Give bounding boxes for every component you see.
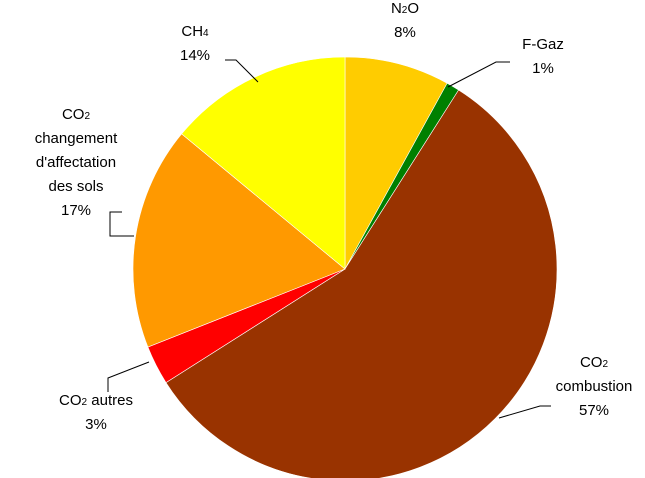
leader-line-co2sols bbox=[109, 211, 134, 237]
slice-name-co2autres: CO2 autres bbox=[59, 392, 133, 409]
leader-lines bbox=[107, 59, 551, 419]
leader-line-fgaz bbox=[447, 61, 510, 88]
slice-percent-co2comb: 57% bbox=[579, 402, 609, 419]
slice-percent-fgaz: 1% bbox=[532, 60, 554, 77]
slice-label-co2autres: CO2 autres 3% bbox=[59, 392, 133, 433]
slice-label-co2sols: CO2 changement d'affectation des sols 17% bbox=[35, 106, 118, 219]
slice-percent-co2sols: 17% bbox=[61, 202, 91, 219]
leader-line-co2comb bbox=[498, 405, 551, 419]
slice-percent-co2autres: 3% bbox=[85, 416, 107, 433]
leader-line-ch4 bbox=[225, 59, 259, 83]
slice-name-co2comb: combustion bbox=[556, 378, 633, 395]
pie-slices bbox=[132, 56, 558, 478]
slice-name-fgaz: F-Gaz bbox=[522, 36, 564, 53]
slice-name-co2sols: d'affectation bbox=[36, 154, 116, 171]
slice-percent-ch4: 14% bbox=[180, 47, 210, 64]
pie-slice-co2comb bbox=[165, 89, 558, 478]
pie-slice-n2o bbox=[344, 56, 448, 270]
slice-name-co2comb: CO2 bbox=[580, 354, 609, 371]
slice-label-fgaz: F-Gaz 1% bbox=[522, 36, 564, 77]
leader-line-co2autres bbox=[107, 361, 150, 392]
slice-label-co2comb: CO2 combustion 57% bbox=[556, 354, 633, 419]
slice-name-n2o: N2O bbox=[391, 0, 419, 17]
slice-name-co2sols: changement bbox=[35, 130, 118, 147]
slice-name-ch4: CH4 bbox=[181, 23, 209, 40]
slice-name-co2sols: CO2 bbox=[62, 106, 91, 123]
slice-name-co2sols: des sols bbox=[48, 178, 103, 195]
pie-slice-co2sols bbox=[132, 133, 346, 348]
pie-slice-ch4 bbox=[181, 56, 346, 270]
slice-percent-n2o: 8% bbox=[394, 24, 416, 41]
